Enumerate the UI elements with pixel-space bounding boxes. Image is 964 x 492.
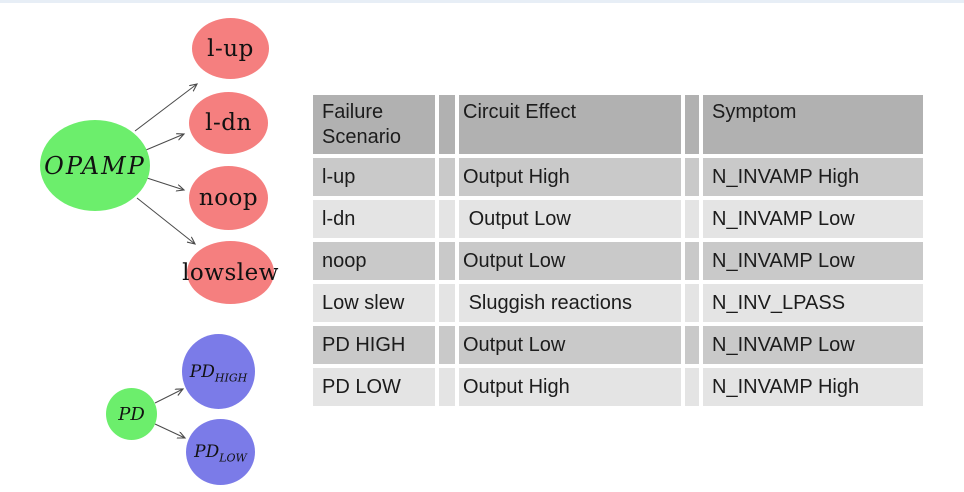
node-l-up-label: l-up bbox=[207, 35, 254, 62]
spacer-cell bbox=[439, 158, 455, 196]
header-failure-scenario: Failure Scenario bbox=[322, 101, 401, 148]
cell-symptom: N_INV_LPASS bbox=[712, 291, 846, 314]
node-opamp: OPAMP bbox=[40, 120, 150, 211]
spacer-cell bbox=[685, 158, 699, 196]
node-l-dn: l-dn bbox=[189, 92, 268, 154]
spacer-cell bbox=[685, 200, 699, 238]
node-lowslew-label: lowslew bbox=[182, 259, 279, 286]
pd-high-base: PD bbox=[189, 361, 215, 382]
table-header-row: Failure Scenario Circuit Effect Symptom bbox=[313, 95, 923, 154]
failure-table-container: Failure Scenario Circuit Effect Symptom … bbox=[309, 91, 927, 410]
spacer-cell bbox=[685, 284, 699, 322]
node-pd-low-label: PDLOW bbox=[194, 442, 247, 465]
cell-symptom: N_INVAMP High bbox=[712, 165, 860, 188]
spacer-cell bbox=[439, 326, 455, 364]
spacer-cell bbox=[439, 284, 455, 322]
table-row: Low slew Sluggish reactions N_INV_LPASS bbox=[313, 284, 923, 322]
node-l-up: l-up bbox=[192, 18, 269, 79]
spacer-cell bbox=[685, 95, 699, 154]
cell-effect: Output Low bbox=[463, 207, 571, 230]
node-pd-high: PDHIGH bbox=[182, 334, 255, 409]
cell-scenario: l-up bbox=[322, 165, 356, 188]
pd-low-base: PD bbox=[194, 442, 220, 462]
cell-effect: Sluggish reactions bbox=[463, 291, 632, 314]
failure-table: Failure Scenario Circuit Effect Symptom … bbox=[309, 91, 927, 410]
cell-scenario: PD LOW bbox=[322, 375, 401, 398]
spacer-cell bbox=[439, 242, 455, 280]
header-circuit-effect: Circuit Effect bbox=[463, 101, 576, 123]
spacer-cell bbox=[685, 326, 699, 364]
spacer-cell bbox=[685, 242, 699, 280]
cell-scenario: PD HIGH bbox=[322, 333, 406, 356]
table-row: PD LOW Output High N_INVAMP High bbox=[313, 368, 923, 406]
top-edge-strip bbox=[0, 0, 964, 3]
node-noop-label: noop bbox=[198, 185, 259, 211]
cell-effect: Output High bbox=[463, 375, 570, 398]
cell-symptom: N_INVAMP Low bbox=[712, 333, 855, 356]
table-row: PD HIGH Output Low N_INVAMP Low bbox=[313, 326, 923, 364]
node-lowslew: lowslew bbox=[182, 241, 278, 304]
node-l-dn-label: l-dn bbox=[205, 110, 252, 136]
cell-effect: Output Low bbox=[463, 249, 566, 272]
node-pd: PD bbox=[106, 388, 157, 440]
header-symptom: Symptom bbox=[712, 101, 797, 123]
node-pd-low: PDLOW bbox=[186, 419, 255, 485]
fault-tree-diagrams: OPAMP l-up l-dn noop lowslew PD PDHIGH P… bbox=[0, 0, 310, 492]
spacer-cell bbox=[685, 368, 699, 406]
cell-symptom: N_INVAMP Low bbox=[712, 207, 855, 230]
cell-effect: Output High bbox=[463, 165, 570, 188]
table-row: noop Output Low N_INVAMP Low bbox=[313, 242, 923, 280]
pd-low-subscript: LOW bbox=[219, 451, 247, 465]
table-row: l-dn Output Low N_INVAMP Low bbox=[313, 200, 923, 238]
pd-arrows bbox=[154, 389, 185, 438]
pd-high-subscript: HIGH bbox=[214, 370, 248, 384]
diagram-arrows bbox=[134, 0, 310, 492]
cell-scenario: Low slew bbox=[322, 291, 405, 314]
node-noop: noop bbox=[189, 166, 268, 230]
cell-effect: Output Low bbox=[463, 333, 566, 356]
node-pd-high-label: PDHIGH bbox=[189, 361, 248, 384]
cell-symptom: N_INVAMP Low bbox=[712, 249, 855, 272]
cell-scenario: noop bbox=[322, 249, 367, 272]
opamp-arrows bbox=[134, 84, 197, 244]
node-pd-label: PD bbox=[118, 403, 145, 425]
cell-scenario: l-dn bbox=[322, 207, 356, 230]
spacer-cell bbox=[439, 200, 455, 238]
table-row: l-up Output High N_INVAMP High bbox=[313, 158, 923, 196]
spacer-cell bbox=[439, 95, 455, 154]
node-opamp-label: OPAMP bbox=[44, 151, 146, 180]
cell-symptom: N_INVAMP High bbox=[712, 375, 860, 398]
spacer-cell bbox=[439, 368, 455, 406]
